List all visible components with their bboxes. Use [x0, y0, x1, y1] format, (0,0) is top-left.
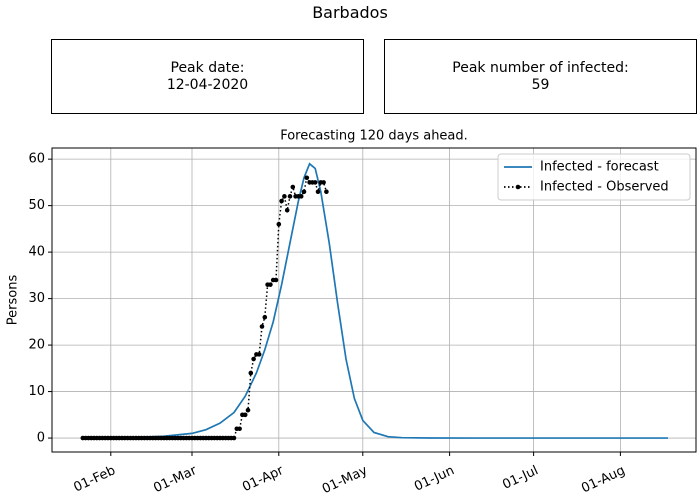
data-point: [276, 221, 282, 227]
page-title: Barbados: [312, 3, 388, 22]
data-point: [273, 277, 279, 283]
data-point: [279, 198, 284, 204]
card: Peak number of infected: 59: [384, 39, 697, 114]
data-point: [237, 426, 242, 432]
legend-box: [497, 153, 691, 201]
x-tick-label: 01-Apr: [240, 463, 286, 495]
legend-label: Infected - forecast: [540, 160, 659, 175]
data-point: [287, 194, 293, 199]
x-tick-label: 01-Jul: [500, 463, 540, 493]
y-tick-label: 0: [37, 431, 45, 446]
card-value: 12-04-2020: [166, 76, 249, 93]
y-tick-label: 50: [28, 198, 45, 213]
y-tick-label: 30: [28, 291, 45, 306]
legend: Infected - forecast Infected - Observed: [497, 153, 691, 201]
series-line: [82, 175, 328, 439]
x-tick-label: 01-Jun: [412, 463, 457, 494]
card-label: Peak number of infected:: [452, 59, 629, 76]
data-point: [262, 314, 268, 320]
y-tick-label: 40: [28, 245, 45, 260]
data-point: [315, 189, 321, 194]
data-point: [312, 180, 318, 185]
data-point: [242, 412, 248, 418]
data-point: [248, 370, 254, 376]
data-point: [251, 356, 256, 362]
data-point: [301, 189, 307, 194]
data-point: [256, 352, 262, 357]
series-line: [82, 162, 668, 439]
data-point: [282, 194, 287, 199]
data-point: [324, 189, 329, 194]
data-point: [304, 175, 310, 181]
x-tick-label: 01-Mar: [151, 463, 199, 496]
plot-frame: [51, 147, 697, 453]
legend-marker: [515, 184, 521, 190]
y-tick-label: 10: [28, 384, 45, 399]
data-point: [231, 435, 237, 441]
x-tick-label: 01-May: [320, 463, 370, 497]
card-value: 59: [531, 76, 550, 93]
x-tick-label: 01-Feb: [72, 463, 118, 495]
y-tick-label: 60: [28, 152, 45, 167]
legend-label: Infected - Observed: [540, 180, 669, 195]
data-point: [290, 184, 296, 190]
y-axis-label: Persons: [6, 275, 21, 326]
data-point: [321, 180, 326, 185]
x-tick-label: 01-Aug: [579, 463, 627, 496]
data-point: [268, 282, 273, 287]
data-point: [298, 194, 304, 199]
card-label: Peak date:: [170, 59, 245, 76]
chart-title: Forecasting 120 days ahead.: [280, 129, 468, 144]
card: Peak date: 12-04-2020: [51, 39, 364, 114]
data-point: [284, 207, 290, 213]
data-point: [245, 407, 251, 413]
y-tick-label: 20: [28, 338, 45, 353]
data-point: [259, 324, 265, 329]
